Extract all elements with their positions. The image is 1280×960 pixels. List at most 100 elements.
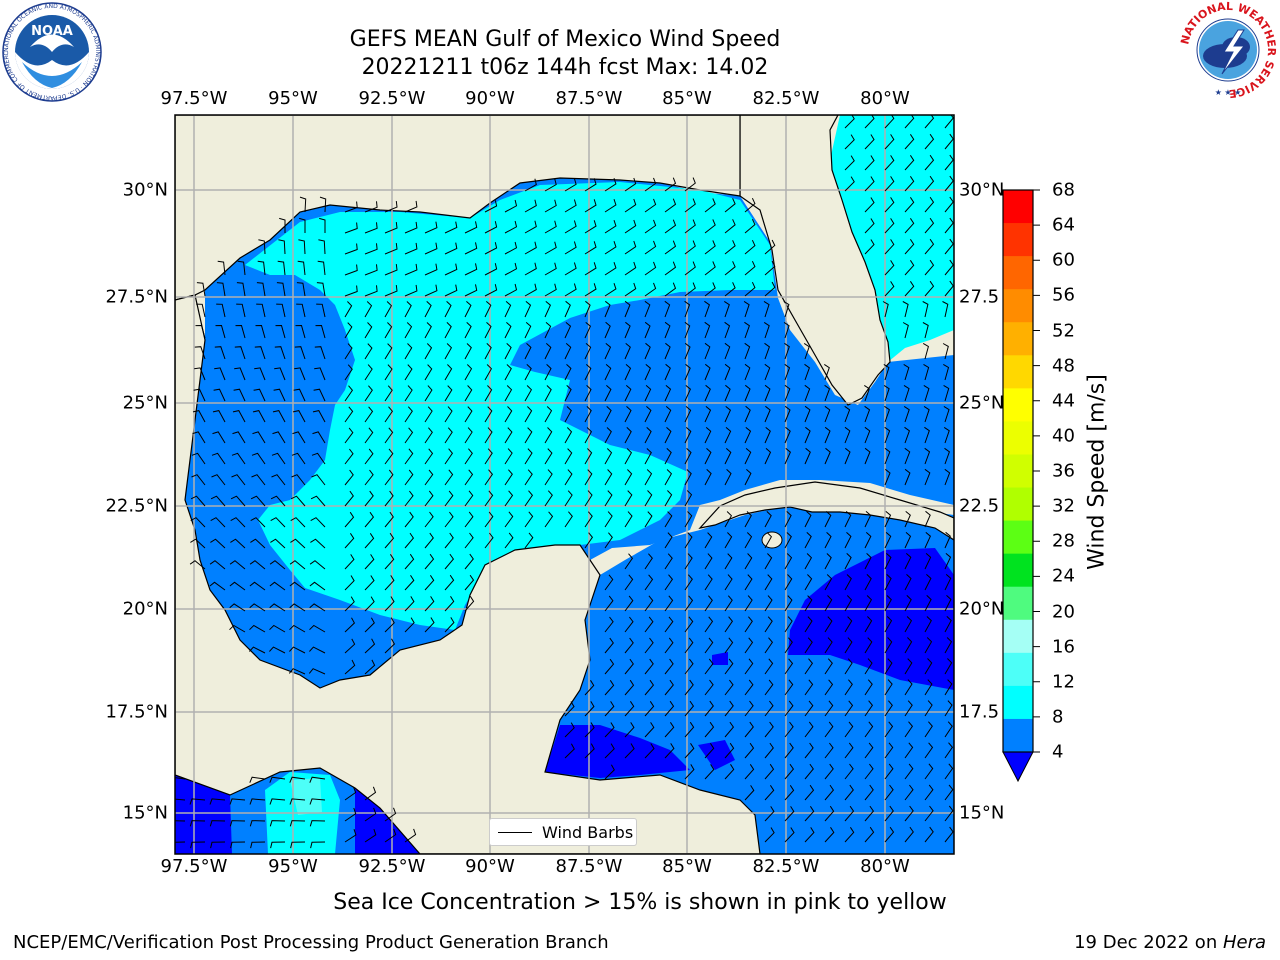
wind-barb [315, 324, 326, 339]
wind-barb [604, 722, 615, 738]
wind-barb [344, 617, 356, 633]
wind-barb [384, 511, 394, 528]
wind-barb [584, 722, 595, 738]
wind-barb [924, 679, 933, 696]
wind-barb [884, 742, 894, 759]
wind-barb [624, 616, 634, 633]
wind-barb [884, 532, 892, 549]
wind-barb [604, 448, 613, 465]
wind-barb [824, 721, 834, 738]
wind-barb [564, 469, 573, 486]
wind-barb [904, 637, 913, 654]
colorbar-segment [1003, 289, 1033, 323]
lat-tick-right: 15°N [959, 802, 1005, 824]
wind-barb [444, 242, 458, 255]
wind-barb [684, 532, 693, 549]
wind-barb [724, 427, 732, 444]
wind-barb [744, 785, 755, 801]
wind-barb [175, 798, 186, 801]
wind-barb [344, 786, 357, 801]
wind-barb [784, 806, 795, 822]
wind-barb [564, 448, 573, 465]
wind-barb [864, 384, 870, 402]
wind-barb [210, 495, 226, 507]
wind-barb [684, 553, 693, 570]
wind-barb [584, 406, 592, 423]
wind-barb [364, 222, 378, 234]
wind-barb [444, 490, 454, 507]
wind-barb [904, 239, 915, 255]
wind-barb [277, 260, 286, 276]
wind-barb [804, 553, 813, 570]
chart-title: GEFS MEAN Gulf of Mexico Wind Speed [349, 27, 781, 52]
wind-barb [944, 447, 950, 465]
lon-tick-top: 82.5°W [752, 88, 820, 109]
wind-barb [764, 281, 776, 297]
wind-barb [884, 239, 895, 255]
wind-barb [291, 452, 306, 465]
wind-barb [724, 511, 733, 528]
wind-barb [743, 300, 750, 318]
colorbar-tick-label: 28 [1052, 530, 1075, 552]
wind-barb [364, 596, 375, 612]
wind-barb [744, 218, 756, 234]
wind-barb [704, 532, 713, 549]
colorbar-segment [1003, 190, 1033, 224]
wind-barb [644, 743, 655, 759]
wind-barb [684, 574, 693, 591]
wind-barb [524, 406, 533, 423]
wind-barb [644, 177, 657, 192]
wind-barb [604, 220, 617, 234]
wind-barb [272, 410, 286, 423]
wind-barb [764, 239, 776, 255]
wind-barb [704, 743, 715, 759]
wind-barb [316, 282, 326, 297]
wind-barb [784, 426, 791, 444]
wind-barb [196, 303, 206, 318]
wind-barb [784, 827, 795, 843]
wind-barb [216, 282, 226, 297]
wind-barb [944, 553, 952, 570]
wind-barb [230, 841, 246, 849]
wind-barb [364, 490, 374, 507]
wind-barb [844, 447, 851, 465]
wind-barb [684, 490, 693, 507]
wind-barb [924, 637, 933, 654]
wind-barb [584, 343, 592, 360]
wind-barb [824, 637, 833, 654]
wind-barb [902, 322, 909, 339]
wind-barb [504, 241, 518, 255]
wind-barb [190, 495, 206, 507]
colorbar-tick-label: 4 [1052, 741, 1064, 763]
wind-barb [844, 616, 853, 633]
lon-tick-bottom: 82.5°W [752, 856, 820, 877]
wind-barb [744, 384, 751, 402]
wind-barb [214, 346, 226, 360]
lat-tick-right: 25°N [959, 392, 1005, 414]
wind-barb [744, 637, 754, 654]
wind-barb [364, 786, 377, 801]
wind-barb [344, 301, 353, 318]
wind-barb [191, 474, 206, 486]
band-0-4-east [788, 548, 954, 690]
wind-barb [764, 574, 773, 591]
wind-barb [544, 490, 553, 507]
wind-barb [704, 595, 713, 612]
wind-barb [344, 829, 357, 843]
wind-barb [904, 447, 911, 465]
wind-barb [297, 260, 306, 276]
wind-barb [664, 637, 674, 654]
wind-barb [210, 538, 226, 549]
wind-barb [310, 495, 326, 507]
colorbar-segment [1003, 487, 1033, 522]
wind-barb [214, 367, 226, 381]
wind-barb [256, 303, 266, 318]
wind-barb [764, 806, 775, 822]
wind-barb [232, 410, 246, 423]
wind-barb [784, 595, 793, 612]
colorbar-segment [1003, 454, 1033, 489]
wind-barb [904, 658, 913, 675]
wind-barb [724, 469, 732, 486]
wind-barb [864, 239, 875, 255]
wind-barb [824, 679, 834, 696]
